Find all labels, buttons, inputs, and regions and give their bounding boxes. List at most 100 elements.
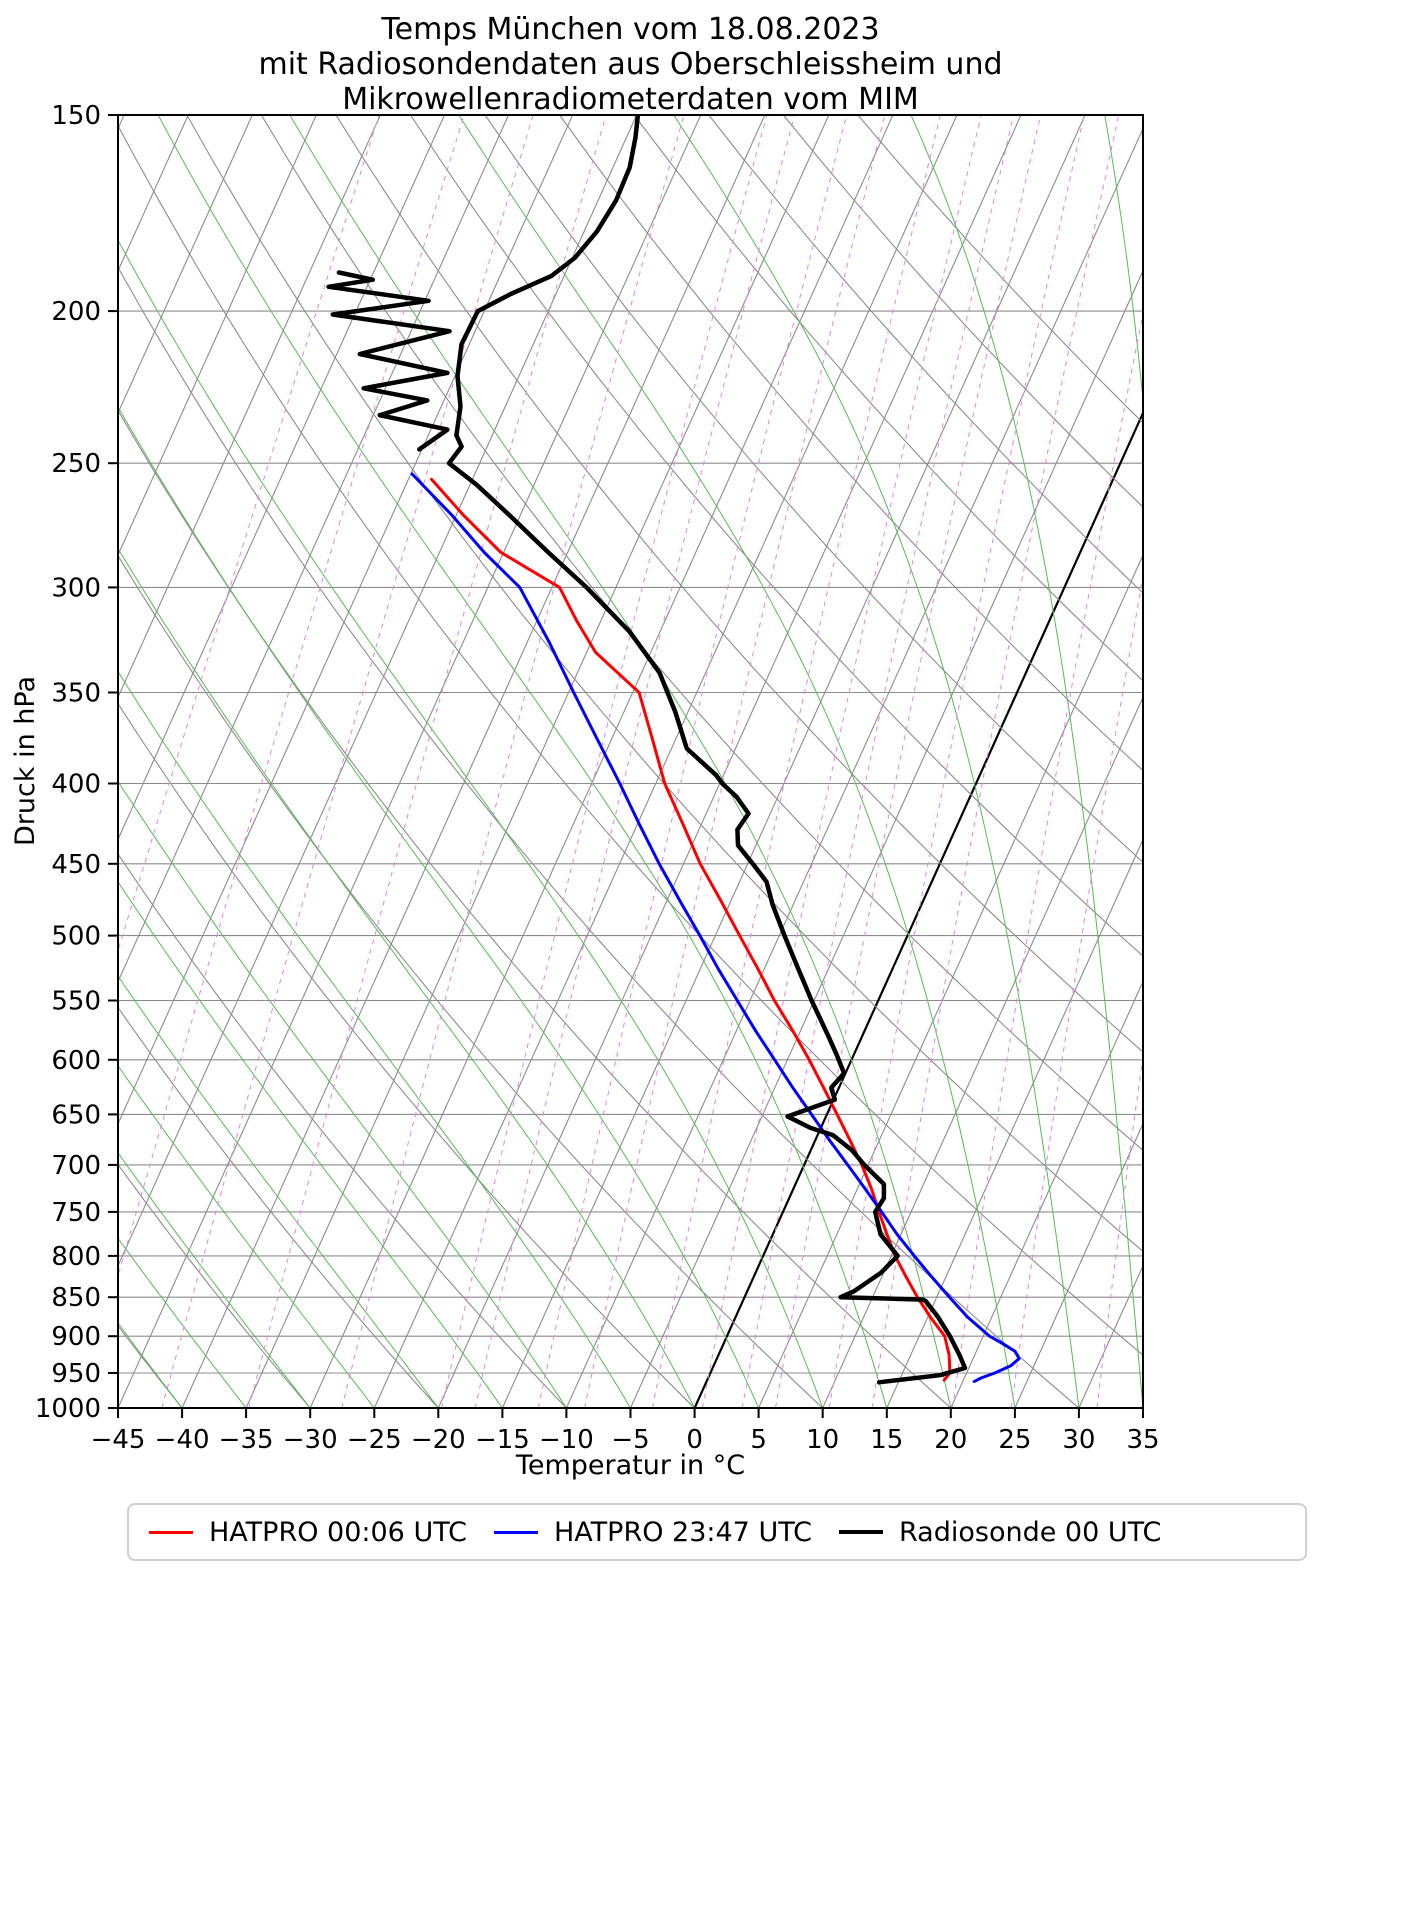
isotherm-line <box>501 115 1086 1408</box>
y-tick-label: 1000 <box>35 1394 101 1424</box>
x-tick-label: 5 <box>750 1425 767 1455</box>
plot-frame <box>117 114 1144 1409</box>
legend-entry-radiosonde: Radiosonde 00 UTC <box>839 1517 1161 1548</box>
x-tick-label: −10 <box>539 1425 594 1455</box>
dry-adiabat-line <box>335 115 1143 1053</box>
mixing-ratio-line <box>951 311 1143 1408</box>
isotherm-line <box>629 269 1143 1408</box>
isotherm-line <box>118 115 253 415</box>
y-tick-label: 300 <box>51 573 101 603</box>
isotherm-line <box>181 115 766 1408</box>
mixing-ratio-line <box>474 115 796 1408</box>
y-tick-label: 850 <box>51 1283 101 1313</box>
dry-adiabat-line <box>118 1163 311 1408</box>
mixing-ratio-line <box>741 115 1015 1408</box>
dry-adiabat-line <box>708 115 1143 594</box>
isotherm-line <box>118 115 317 557</box>
y-tick-label: 800 <box>51 1242 101 1272</box>
x-tick-label: 25 <box>998 1425 1031 1455</box>
moist-adiabat-line <box>118 1064 375 1408</box>
isotherm-line <box>118 115 446 841</box>
legend: HATPRO 00:06 UTC HATPRO 23:47 UTC Radios… <box>127 1503 1307 1561</box>
x-tick-label: 35 <box>1126 1425 1159 1455</box>
legend-label-radiosonde: Radiosonde 00 UTC <box>899 1516 1162 1548</box>
legend-entry-hatpro-0006: HATPRO 00:06 UTC <box>149 1517 494 1548</box>
moist-adiabat-line <box>289 115 952 1408</box>
y-tick-label: 900 <box>51 1322 101 1352</box>
mixing-ratio-line <box>701 115 982 1408</box>
y-tick-label: 950 <box>51 1359 101 1389</box>
dry-adiabat-line <box>118 554 824 1408</box>
isotherm-line <box>118 115 638 1268</box>
x-tick-label: −5 <box>611 1425 649 1455</box>
mixing-ratio-line <box>584 115 886 1408</box>
moist-adiabat-line <box>118 880 503 1408</box>
plot-background <box>118 115 1143 1408</box>
isotherm-line <box>373 115 958 1408</box>
legend-line-black-icon <box>839 1530 883 1534</box>
moist-adiabat-line <box>157 115 888 1408</box>
y-tick-label: 550 <box>51 987 101 1017</box>
x-tick-label: 15 <box>870 1425 903 1455</box>
dry-adiabat-line <box>118 124 1143 1356</box>
dry-adiabat-line <box>633 115 1143 682</box>
dry-adiabat-line <box>559 115 1143 772</box>
isotherm-line <box>118 115 510 983</box>
x-tick-label: −20 <box>411 1425 466 1455</box>
moist-adiabat-line <box>118 239 824 1408</box>
dry-adiabat-line <box>484 115 1143 863</box>
mixing-ratio-line <box>441 115 768 1408</box>
x-tick-label: 0 <box>686 1425 703 1455</box>
y-tick-label: 700 <box>51 1151 101 1181</box>
x-tick-label: 20 <box>934 1425 967 1455</box>
mixing-ratio-line <box>652 115 941 1408</box>
chart-title: Temps München vom 18.08.2023 mit Radioso… <box>118 12 1143 117</box>
mixing-ratio-line <box>341 115 685 1408</box>
moist-adiabat-line <box>118 780 567 1408</box>
dry-adiabat-line <box>118 1006 439 1408</box>
moist-adiabat-line <box>118 547 696 1408</box>
mixing-ratio-line <box>1010 574 1143 1408</box>
y-tick-label: 650 <box>51 1100 101 1130</box>
legend-label-hatpro-2347: HATPRO 23:47 UTC <box>554 1516 812 1548</box>
x-tick-label: 10 <box>806 1425 839 1455</box>
dry-adiabat-line <box>260 115 1143 1152</box>
mixing-ratio-line <box>871 115 1120 1408</box>
isotherm-line <box>118 115 574 1126</box>
isotherm-line <box>822 695 1143 1408</box>
isotherm-line <box>886 838 1143 1408</box>
moist-adiabat-line <box>118 670 631 1408</box>
y-tick-label: 250 <box>51 449 101 479</box>
series-hatpro-2347 <box>410 472 1021 1384</box>
moist-adiabat-line <box>118 975 439 1408</box>
mixing-ratio-line <box>775 115 1042 1408</box>
dry-adiabat-line <box>186 115 1143 1253</box>
title-line-1: Temps München vom 18.08.2023 <box>381 12 880 47</box>
legend-label-hatpro-0006: HATPRO 00:06 UTC <box>209 1516 467 1548</box>
isotherm-line <box>1014 1122 1143 1408</box>
dry-adiabat-line <box>410 115 1143 957</box>
x-tick-label: −35 <box>219 1425 274 1455</box>
x-axis-title: Temperatur in °C <box>515 1450 746 1481</box>
x-tick-label: −25 <box>347 1425 402 1455</box>
x-tick-label: −15 <box>475 1425 530 1455</box>
moist-adiabat-line <box>118 406 760 1408</box>
series-hatpro-0006 <box>430 477 952 1382</box>
isotherm-line <box>1078 1264 1143 1408</box>
mixing-ratio-line <box>118 115 465 1278</box>
legend-entry-hatpro-2347: HATPRO 23:47 UTC <box>494 1517 839 1548</box>
moist-adiabat-line <box>458 115 1016 1408</box>
dry-adiabat-line <box>118 853 567 1408</box>
x-tick-label: −45 <box>91 1425 146 1455</box>
isotherm-0C-line <box>693 410 1143 1408</box>
isotherm-line <box>309 115 894 1408</box>
moist-adiabat-line <box>118 1151 311 1408</box>
title-line-2: mit Radiosondendaten aus Oberschleisshei… <box>258 47 1003 82</box>
y-axis-title: Druck in hPa <box>10 676 41 846</box>
moist-adiabat-line <box>1104 115 1143 405</box>
mixing-ratio-line <box>1096 1052 1143 1408</box>
isotherm-line <box>1142 1406 1143 1408</box>
moist-adiabat-line <box>673 115 1080 1408</box>
